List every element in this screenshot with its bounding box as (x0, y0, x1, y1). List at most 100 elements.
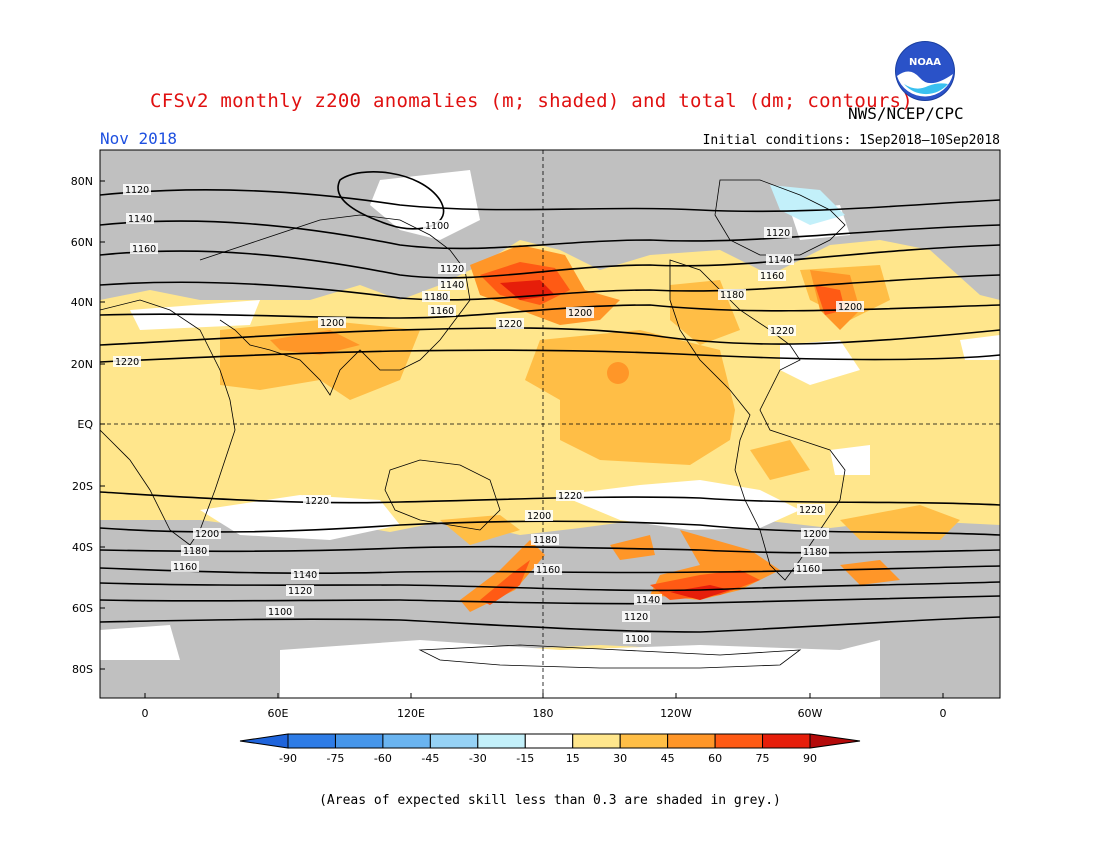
colorbar-swatch (762, 733, 811, 749)
colorbar-swatch (619, 733, 669, 749)
colorbar-swatch (334, 733, 384, 749)
colorbar-swatch (477, 733, 526, 749)
colorbar-label: -90 (279, 752, 297, 765)
contour-label: 1100 (625, 634, 649, 645)
lon-label: 0 (142, 707, 149, 720)
colorbar-label: -45 (421, 752, 439, 765)
lon-label: 60W (798, 707, 823, 720)
anomaly-spot (607, 362, 629, 384)
contour-label: 1140 (768, 255, 792, 266)
noaa-logo-text: NOAA (909, 57, 941, 68)
contour-label-bg (126, 213, 154, 224)
contour-label-bg (768, 325, 796, 336)
contour-label-bg (496, 318, 524, 329)
contour-label: 1220 (115, 357, 139, 368)
contour-label: 1120 (440, 264, 464, 275)
contour-label: 1220 (558, 491, 582, 502)
colorbar-label: -30 (469, 752, 487, 765)
contour-label: 1200 (838, 302, 862, 313)
contour-label: 1120 (766, 228, 790, 239)
contour-label: 1140 (293, 570, 317, 581)
contour-label: 1160 (796, 564, 820, 575)
colorbar-swatch (714, 733, 764, 749)
contour-label: 1120 (125, 185, 149, 196)
contour-label-bg (291, 569, 319, 580)
noaa-logo-icon: NOAA (895, 41, 955, 101)
contour-label-bg (718, 289, 746, 300)
contour-label-bg (123, 184, 151, 195)
lat-label: 60N (71, 236, 93, 249)
contour-label: 1220 (799, 505, 823, 516)
contour-label: 1100 (268, 607, 292, 618)
lat-label: 40N (71, 296, 93, 309)
longitude-labels: 0 60E 120E 180 120W 60W 0 (142, 693, 947, 720)
contour-label: 1160 (760, 271, 784, 282)
contour-label-bg (423, 220, 451, 231)
contour-label-bg (171, 561, 199, 572)
contour-label: 1220 (770, 326, 794, 337)
contour-label-bg (422, 291, 450, 302)
initial-conditions: Initial conditions: 1Sep2018–10Sep2018 (702, 133, 1000, 148)
contour-label-bg (303, 495, 331, 506)
contour-label-bg (534, 564, 562, 575)
contour-label-bg (286, 585, 314, 596)
contour-label: 1220 (305, 496, 329, 507)
lat-label: 80N (71, 175, 93, 188)
coastlines (100, 179, 846, 669)
contour-label-bg (181, 545, 209, 556)
colorbar-label: -60 (374, 752, 392, 765)
contour-label-bg (623, 633, 651, 644)
skill-footnote: (Areas of expected skill less than 0.3 a… (319, 793, 781, 808)
contour-label-bg (438, 263, 466, 274)
colorbar-swatch (287, 733, 336, 749)
agency-label: NWS/NCEP/CPC (848, 104, 964, 123)
lon-label: 60E (268, 707, 289, 720)
contour-label: 1220 (498, 319, 522, 330)
colorbar-label: 90 (803, 752, 817, 765)
colorbar-label: -15 (516, 752, 534, 765)
colorbar-label: 60 (708, 752, 722, 765)
colorbar-swatch (429, 733, 479, 749)
anomaly-negative (770, 185, 845, 225)
contour-label-bg (130, 243, 158, 254)
contour-label: 1160 (132, 244, 156, 255)
lat-label: EQ (77, 418, 93, 431)
contour-label-bg (766, 254, 794, 265)
contour-label: 1200 (803, 529, 827, 540)
contour-labels: 1100 1120 1140 1160 1180 1200 1220 1220 1200 1180… (113, 184, 864, 645)
contour-label: 1180 (720, 290, 744, 301)
colorbar: -90 -75 -60 -45 -30 -15 15 30 45 60 75 90 (239, 733, 861, 765)
lon-label: 180 (533, 707, 554, 720)
contour-label-bg (531, 534, 559, 545)
contour-label: 1160 (536, 565, 560, 576)
contour-label-bg (438, 279, 466, 290)
colorbar-label: 75 (756, 752, 770, 765)
lat-label: 60S (72, 602, 93, 615)
colorbar-arrow-left (239, 733, 289, 749)
contour-label: 1140 (440, 280, 464, 291)
contour-label: 1180 (803, 547, 827, 558)
contour-label-bg (797, 504, 825, 515)
contour-label-bg (193, 528, 221, 539)
colorbar-swatch (667, 733, 716, 749)
contour-label-bg (428, 305, 456, 316)
contour-label: 1140 (636, 595, 660, 606)
contour-label: 1180 (533, 535, 557, 546)
contour-label-bg (266, 606, 294, 617)
contour-label-bg (836, 301, 864, 312)
contour-label-bg (758, 270, 786, 281)
colorbar-label: 45 (661, 752, 675, 765)
forecast-month: Nov 2018 (100, 129, 178, 148)
contour-label: 1120 (624, 612, 648, 623)
contour-label: 1200 (320, 318, 344, 329)
contour-label-bg (764, 227, 792, 238)
colorbar-label: -75 (326, 752, 344, 765)
contour-label: 1160 (430, 306, 454, 317)
colorbar-swatch (524, 733, 574, 749)
lat-label: 80S (72, 663, 93, 676)
contour-label: 1160 (173, 562, 197, 573)
colorbar-arrow-right (809, 733, 861, 749)
contour-label: 1200 (195, 529, 219, 540)
lon-label: 0 (940, 707, 947, 720)
